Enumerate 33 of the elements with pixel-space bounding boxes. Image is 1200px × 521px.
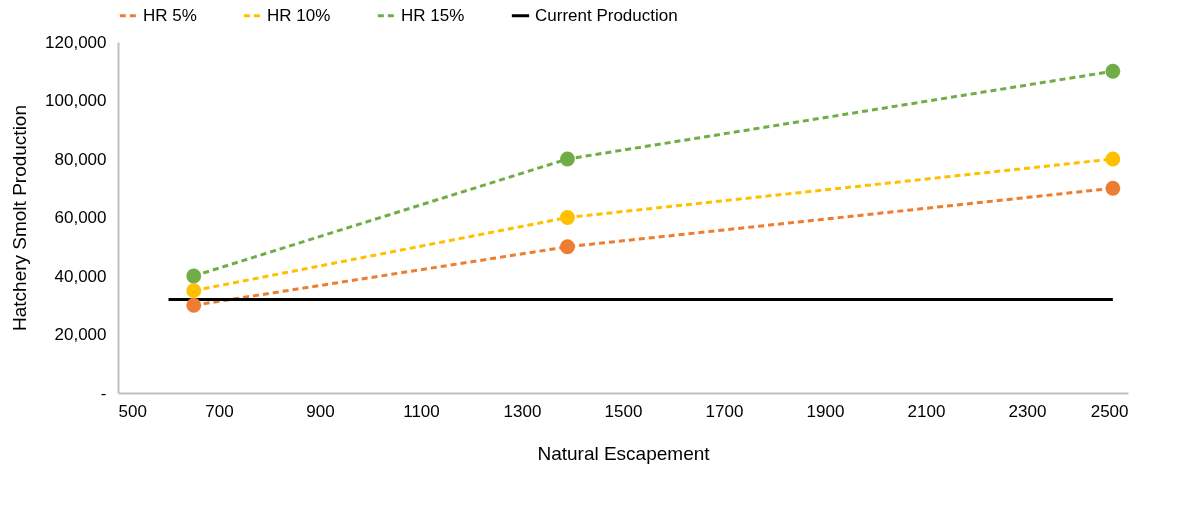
legend-label: Current Production: [535, 5, 678, 25]
x-tick-label: 2500: [1090, 401, 1129, 421]
y-axis-title: Hatchery Smolt Production: [9, 105, 31, 331]
point: [560, 210, 575, 225]
point: [1105, 63, 1121, 79]
x-tick-label: 2100: [907, 401, 946, 421]
x-tick-label: 1100: [403, 401, 440, 421]
x-tick-label: 900: [306, 401, 335, 421]
legend-label: HR 5%: [143, 5, 197, 25]
x-tick-label: 700: [205, 401, 234, 421]
x-tick-label: 1500: [604, 401, 643, 421]
point: [560, 151, 575, 167]
x-axis-title: Natural Escapement: [537, 442, 711, 464]
legend-label: HR 15%: [401, 5, 465, 25]
y-tick-label: 60,000: [54, 208, 107, 227]
point: [560, 239, 575, 255]
y-tick-label: 80,000: [54, 149, 107, 169]
y-tick-label: -: [100, 383, 107, 403]
legend-label: HR 10%: [267, 5, 331, 25]
y-tick-label: 20,000: [54, 325, 107, 344]
y-tick-label: 120,000: [45, 32, 107, 52]
point: [186, 283, 202, 299]
x-tick-label: 2300: [1008, 401, 1047, 421]
point: [186, 297, 202, 313]
point: [1105, 180, 1121, 196]
x-tick-label: 1700: [705, 401, 744, 421]
point: [1105, 151, 1121, 167]
x-tick-label: 1300: [503, 401, 542, 421]
x-tick-label: 500: [118, 401, 147, 421]
y-tick-label: 100,000: [45, 91, 107, 110]
point: [186, 268, 202, 284]
y-tick-label: 40,000: [54, 266, 107, 286]
x-tick-label: 1900: [806, 401, 845, 421]
